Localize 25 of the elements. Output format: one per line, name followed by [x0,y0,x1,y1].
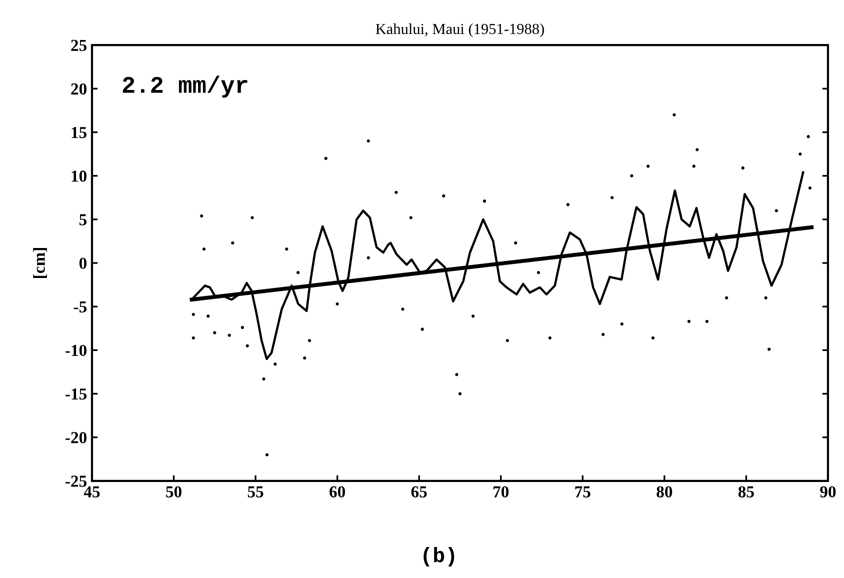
y-tick-label: -25 [66,476,87,487]
x-tick-label: 90 [820,486,836,498]
y-tick-label: -15 [66,388,87,400]
x-tick-label: 55 [248,486,264,498]
y-tick-label: 15 [72,127,87,138]
y-tick-label: 10 [72,170,86,182]
x-tick-label: 65 [411,486,427,498]
y-tick-label: 20 [71,83,86,95]
x-tick-label: 75 [575,486,590,498]
x-tick-label: 45 [84,486,100,498]
x-tick-label: 80 [656,486,672,498]
annotation: 2.2 mm/yr [122,76,248,98]
y-tick-label: 5 [79,214,87,226]
x-tick-label: 50 [166,486,182,498]
y-axis-title: [cm] [33,248,47,278]
y-tick-label: -10 [66,344,86,356]
x-tick-label: 70 [493,486,509,498]
y-tick-label: -5 [74,301,87,313]
y-tick-label: 0 [79,258,86,269]
chart-title: Kahului, Maui (1951-1988) [376,23,544,38]
x-tick-label: 85 [738,486,754,498]
y-tick-label: 25 [71,40,87,52]
y-tick-label: -20 [66,432,86,444]
text: (b) [424,547,454,566]
x-tick-label: 60 [330,486,346,498]
